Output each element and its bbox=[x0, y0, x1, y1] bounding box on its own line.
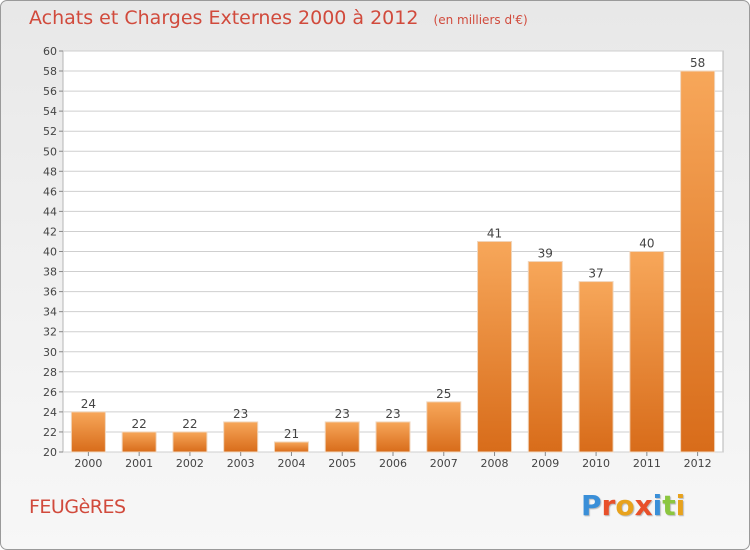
x-tick-label: 2007 bbox=[430, 457, 458, 470]
bar bbox=[273, 441, 309, 453]
y-tick-label: 48 bbox=[43, 165, 57, 178]
y-tick-label: 34 bbox=[43, 306, 57, 319]
chart-unit: (en milliers d'€) bbox=[433, 13, 528, 27]
y-tick-label: 40 bbox=[43, 246, 57, 259]
x-tick-label: 2011 bbox=[633, 457, 661, 470]
data-label: 22 bbox=[132, 417, 147, 431]
bar bbox=[70, 411, 106, 453]
y-tick-label: 36 bbox=[43, 286, 57, 299]
y-tick-label: 52 bbox=[43, 125, 57, 138]
x-tick-label: 2003 bbox=[227, 457, 255, 470]
commune-name: FEUGèRES bbox=[29, 496, 126, 518]
y-tick-label: 38 bbox=[43, 266, 57, 279]
data-label: 58 bbox=[690, 56, 705, 70]
data-label: 21 bbox=[284, 427, 299, 441]
data-label: 22 bbox=[182, 417, 197, 431]
x-tick-label: 2005 bbox=[328, 457, 356, 470]
y-tick-label: 46 bbox=[43, 185, 57, 198]
data-label: 41 bbox=[487, 226, 502, 240]
bar bbox=[680, 70, 716, 453]
bar bbox=[121, 431, 157, 453]
x-tick-label: 2008 bbox=[481, 457, 509, 470]
y-tick-label: 22 bbox=[43, 426, 57, 439]
y-tick-label: 24 bbox=[43, 406, 57, 419]
x-tick-label: 2004 bbox=[277, 457, 305, 470]
x-tick-label: 2001 bbox=[125, 457, 153, 470]
bar bbox=[477, 240, 513, 453]
x-tick-label: 2006 bbox=[379, 457, 407, 470]
brand-letter: i bbox=[652, 489, 663, 522]
brand-letter: t bbox=[662, 489, 676, 522]
y-tick-label: 44 bbox=[43, 205, 57, 218]
bar bbox=[324, 421, 360, 453]
brand-letter: x bbox=[634, 489, 653, 522]
brand-letter: i bbox=[675, 489, 686, 522]
data-label: 25 bbox=[436, 387, 451, 401]
data-label: 37 bbox=[588, 267, 603, 281]
bar bbox=[527, 261, 563, 453]
brand-logo: Proxiti bbox=[581, 489, 685, 522]
data-label: 39 bbox=[538, 247, 553, 261]
y-tick-label: 60 bbox=[43, 45, 57, 58]
x-tick-label: 2000 bbox=[74, 457, 102, 470]
brand-letter: P bbox=[581, 489, 602, 522]
x-tick-label: 2009 bbox=[531, 457, 559, 470]
title-row: Achats et Charges Externes 2000 à 2012 (… bbox=[29, 7, 528, 29]
y-tick-label: 42 bbox=[43, 225, 57, 238]
chart-title: Achats et Charges Externes 2000 à 2012 bbox=[29, 7, 419, 29]
bar bbox=[172, 431, 208, 453]
y-tick-label: 32 bbox=[43, 326, 57, 339]
bar bbox=[223, 421, 259, 453]
y-tick-label: 58 bbox=[43, 65, 57, 78]
bar bbox=[426, 401, 462, 453]
y-tick-label: 28 bbox=[43, 366, 57, 379]
data-label: 23 bbox=[233, 407, 248, 421]
y-tick-label: 26 bbox=[43, 386, 57, 399]
bar bbox=[375, 421, 411, 453]
data-label: 40 bbox=[639, 237, 654, 251]
data-label: 23 bbox=[385, 407, 400, 421]
bar bbox=[578, 281, 614, 453]
y-tick-label: 50 bbox=[43, 145, 57, 158]
y-tick-label: 54 bbox=[43, 105, 57, 118]
x-tick-label: 2010 bbox=[582, 457, 610, 470]
y-tick-label: 30 bbox=[43, 346, 57, 359]
bar bbox=[629, 251, 665, 453]
data-label: 23 bbox=[335, 407, 350, 421]
x-tick-label: 2002 bbox=[176, 457, 204, 470]
data-label: 24 bbox=[81, 397, 96, 411]
y-tick-label: 56 bbox=[43, 85, 57, 98]
brand-letter: r bbox=[601, 489, 616, 522]
brand-letter: o bbox=[615, 489, 635, 522]
y-tick-label: 20 bbox=[43, 446, 57, 459]
x-tick-label: 2012 bbox=[684, 457, 712, 470]
